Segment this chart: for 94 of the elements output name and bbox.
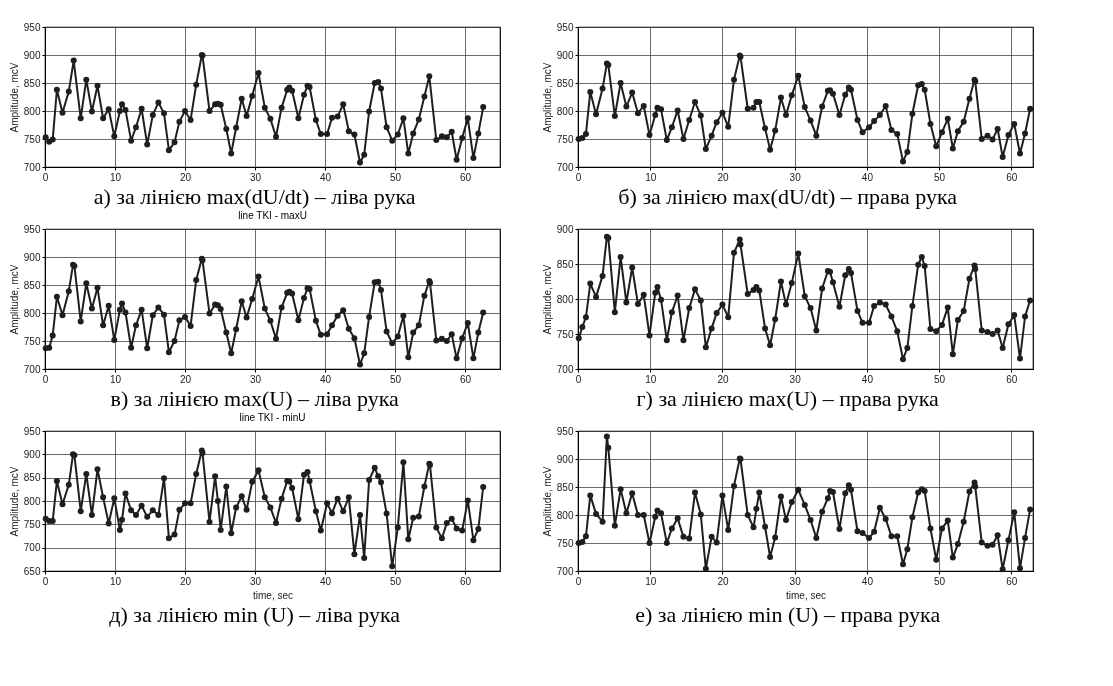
x-tick-label: 30	[789, 171, 802, 183]
y-axis-title: Amplitude, mcV	[541, 62, 553, 133]
x-tick-label: 0	[42, 373, 49, 385]
x-tick-label: 0	[42, 575, 49, 587]
x-tick-label: 50	[389, 171, 402, 183]
x-tick-label: 10	[109, 171, 122, 183]
y-tick-label: 650	[23, 565, 41, 577]
y-tick-label: 750	[23, 133, 41, 145]
y-tick-label: 800	[23, 495, 41, 507]
x-tick-label: 60	[459, 373, 472, 385]
y-tick-label: 900	[23, 448, 41, 460]
y-tick-label: 850	[556, 258, 574, 270]
y-tick-label: 700	[556, 161, 574, 173]
x-tick-label: 20	[717, 171, 729, 183]
x-tick-label: 20	[717, 575, 729, 587]
x-tick-label: 50	[934, 373, 946, 385]
x-tick-label: 20	[179, 171, 192, 183]
y-tick-label: 750	[23, 518, 41, 530]
y-tick-label: 850	[556, 77, 574, 89]
x-tick-label: 30	[789, 575, 802, 587]
y-tick-label: 850	[23, 279, 41, 291]
x-tick-label: 50	[389, 373, 402, 385]
x-tick-label: 0	[575, 373, 582, 385]
y-tick-label: 750	[23, 335, 41, 347]
y-tick-label: 950	[23, 425, 41, 437]
y-tick-label: 800	[23, 307, 41, 319]
x-tick-label: 20	[717, 373, 729, 385]
y-tick-label: 800	[556, 509, 574, 521]
x-tick-label: 50	[934, 171, 946, 183]
y-axis-title: Amplitude, mcV	[8, 62, 20, 133]
y-tick-label: 950	[556, 21, 574, 33]
y-tick-label: 850	[23, 77, 41, 89]
x-tick-label: 0	[575, 575, 582, 587]
text: г) за лінією max(U) – права рука	[636, 385, 940, 411]
x-axis-title: time, sec	[252, 589, 294, 601]
y-axis-title: Amplitude, mcV	[8, 264, 20, 335]
y-tick-label: 900	[556, 453, 574, 465]
x-tick-label: 10	[645, 373, 657, 385]
y-tick-label: 700	[556, 565, 574, 577]
y-tick-label: 750	[556, 328, 574, 340]
x-tick-label: 40	[861, 171, 874, 183]
y-tick-label: 900	[23, 251, 41, 263]
y-tick-label: 950	[556, 425, 574, 437]
y-tick-label: 750	[556, 537, 574, 549]
x-tick-label: 0	[42, 171, 49, 183]
y-axis-title: Amplitude, mcV	[8, 466, 20, 537]
text: е) за лінією min (U) – права рука	[635, 601, 941, 627]
x-tick-label: 30	[249, 373, 262, 385]
x-tick-label: 10	[109, 373, 122, 385]
y-tick-label: 850	[556, 481, 574, 493]
y-tick-label: 950	[23, 21, 41, 33]
x-tick-label: 40	[861, 373, 874, 385]
y-tick-label: 900	[556, 49, 574, 61]
x-tick-label: 60	[1006, 575, 1018, 587]
x-tick-label: 0	[575, 171, 582, 183]
y-tick-label: 950	[23, 223, 41, 235]
y-tick-label: 700	[556, 363, 574, 375]
x-tick-label: 60	[459, 171, 472, 183]
y-tick-label: 850	[23, 472, 41, 484]
x-axis-title: time, sec	[785, 589, 827, 601]
y-tick-label: 750	[556, 133, 574, 145]
x-tick-label: 40	[319, 373, 332, 385]
x-tick-label: 10	[109, 575, 122, 587]
x-tick-label: 20	[179, 575, 192, 587]
y-tick-label: 800	[556, 105, 574, 117]
text: б) за лінією max(dU/dt) – права рука	[618, 183, 958, 209]
y-tick-label: 800	[556, 293, 574, 305]
text: а) за лінією max(dU/dt) – ліва рука	[93, 183, 416, 209]
x-tick-label: 60	[459, 575, 472, 587]
y-tick-label: 900	[556, 223, 574, 235]
x-tick-label: 50	[389, 575, 402, 587]
x-tick-label: 30	[249, 171, 262, 183]
y-tick-label: 700	[23, 363, 41, 375]
y-axis-title: Amplitude, mcV	[541, 466, 553, 537]
y-tick-label: 700	[23, 161, 41, 173]
text: в) за лінією max(U) – ліва рука	[110, 385, 399, 411]
x-tick-label: 60	[1006, 171, 1018, 183]
y-axis-title: Amplitude, mcV	[541, 264, 553, 335]
x-tick-label: 40	[319, 575, 332, 587]
y-tick-label: 900	[23, 49, 41, 61]
x-tick-label: 10	[645, 575, 657, 587]
x-tick-label: 10	[645, 171, 657, 183]
x-tick-label: 60	[1006, 373, 1018, 385]
x-tick-label: 30	[249, 575, 262, 587]
x-tick-label: 30	[789, 373, 802, 385]
y-tick-label: 700	[23, 542, 41, 554]
x-tick-label: 50	[934, 575, 946, 587]
x-tick-label: 20	[179, 373, 192, 385]
x-tick-label: 40	[319, 171, 332, 183]
x-tick-label: 40	[861, 575, 874, 587]
chart-subtitle: line TKI - minU	[239, 412, 306, 423]
y-tick-label: 800	[23, 105, 41, 117]
text: д) за лінією min (U) – ліва рука	[109, 601, 401, 627]
chart-subtitle: line TKI - maxU	[238, 210, 307, 221]
